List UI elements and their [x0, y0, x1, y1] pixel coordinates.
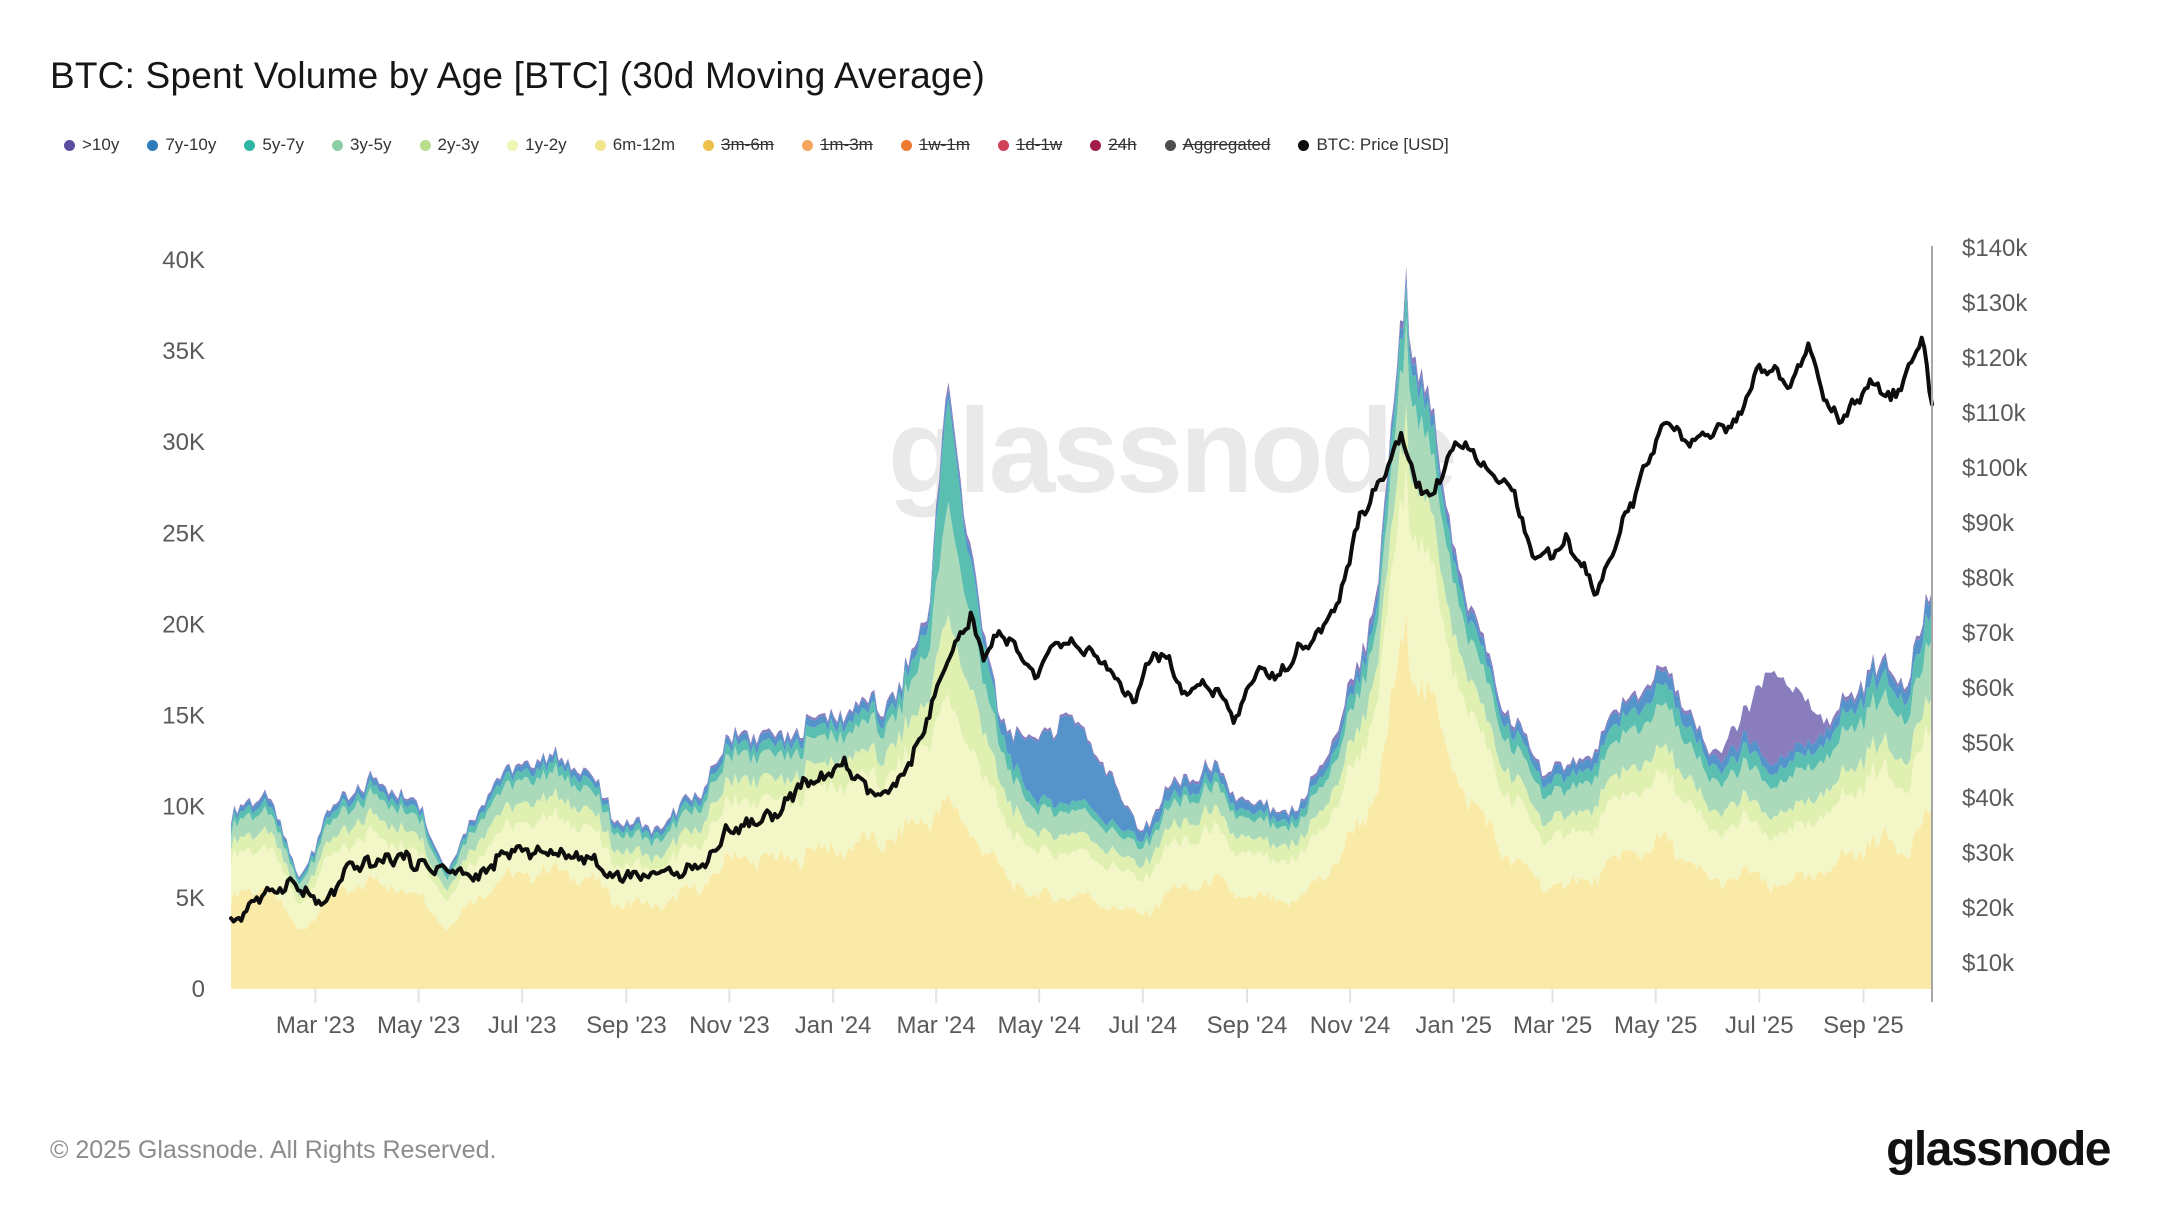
x-axis-tick-label: May '25	[1614, 1012, 1697, 1039]
legend-label: Aggregated	[1182, 135, 1271, 154]
legend-swatch-icon	[331, 139, 343, 151]
legend-label: 1w-1m	[918, 135, 970, 154]
right-axis-tick-label: $90k	[1962, 510, 2015, 537]
legend-item-24h[interactable]: 24h	[1090, 135, 1137, 155]
legend-label: 1d-1w	[1015, 135, 1063, 154]
x-axis-tick-label: May '24	[998, 1012, 1081, 1039]
legend-label: 24h	[1108, 135, 1137, 154]
legend: >10y 7y-10y 5y-7y 3y-5y 2y-3y 1y-2y 6m-12m 3m-6…	[64, 135, 1449, 155]
legend-item-7y-10y[interactable]: 7y-10y	[147, 135, 216, 155]
right-axis-tick-label: $110k	[1962, 400, 2027, 427]
watermark-text: glassnode	[888, 384, 1455, 518]
legend-label: 5y-7y	[262, 135, 304, 154]
left-axis-tick-label: 0	[192, 976, 205, 1003]
legend-label: 7y-10y	[165, 135, 217, 154]
btc-price-line	[229, 335, 1934, 924]
x-axis-tick-label: Nov '23	[689, 1012, 770, 1039]
x-axis-tick-label: Jan '24	[795, 1012, 872, 1039]
legend-label: 3y-5y	[349, 135, 392, 154]
x-axis-tick-label: Sep '23	[586, 1012, 667, 1039]
legend-swatch-icon	[1164, 139, 1176, 151]
x-axis-tick-label: Jul '24	[1108, 1012, 1177, 1039]
legend-item-2y-3y[interactable]: 2y-3y	[419, 135, 480, 155]
right-axis-labels: $10k $20k $30k $40k $50k $60k $70k $80k $90k $100…	[1962, 235, 2028, 977]
legend-item-1y-2y[interactable]: 1y-2y	[507, 135, 567, 155]
right-axis-tick-label: $60k	[1962, 675, 2015, 702]
x-axis-tick-label: Sep '24	[1207, 1012, 1288, 1039]
legend-label: 1m-3m	[819, 135, 873, 154]
legend-item-1w-1m[interactable]: 1w-1m	[900, 135, 970, 155]
legend-swatch-icon	[1090, 139, 1102, 151]
right-axis-tick-label: $20k	[1962, 895, 2015, 922]
legend-swatch-icon	[147, 139, 159, 151]
right-axis-tick-label: $120k	[1962, 345, 2028, 372]
right-axis-tick-label: $30k	[1962, 840, 2015, 867]
x-axis-tick-label: Mar '25	[1513, 1012, 1592, 1039]
area-band-6m-12m	[231, 612, 1932, 989]
left-axis-tick-label: 5K	[176, 885, 205, 912]
legend-label: >10y	[82, 135, 120, 154]
area-band-1y-2y	[231, 462, 1932, 931]
left-axis-tick-label: 35K	[162, 338, 205, 365]
x-axis-tick-label: Sep '25	[1823, 1012, 1904, 1039]
stacked-area-bands	[231, 266, 1932, 989]
left-axis-tick-label: 10K	[162, 794, 205, 821]
legend-label: 2y-3y	[437, 135, 480, 154]
legend-item-aggregated[interactable]: Aggregated	[1164, 135, 1271, 155]
legend-swatch-icon	[1298, 139, 1310, 151]
legend-item-1m-3m[interactable]: 1m-3m	[801, 135, 873, 155]
legend-swatch-icon	[594, 139, 606, 151]
legend-item-6m-12m[interactable]: 6m-12m	[594, 135, 676, 155]
legend-swatch-icon	[244, 139, 256, 151]
right-axis-tick-label: $10k	[1962, 950, 2015, 977]
glassnode-logo: glassnode	[1886, 1123, 2111, 1176]
legend-swatch-icon	[801, 139, 813, 151]
legend-item-1d-1w[interactable]: 1d-1w	[997, 135, 1063, 155]
x-axis-tick-label: Jul '25	[1725, 1012, 1794, 1039]
area-band-5y-7y	[231, 284, 1932, 885]
x-axis-tick-label: Mar '24	[896, 1012, 975, 1039]
chart-title: BTC: Spent Volume by Age [BTC] (30d Movi…	[50, 54, 986, 96]
legend-item--10y[interactable]: >10y	[64, 135, 119, 155]
legend-swatch-icon	[507, 139, 519, 151]
left-axis-tick-label: 30K	[162, 429, 205, 456]
legend-item-3y-5y[interactable]: 3y-5y	[331, 135, 392, 155]
legend-label: 6m-12m	[612, 135, 676, 154]
area-band-2y-3y	[231, 403, 1932, 906]
x-axis-labels: Mar '23 May '23 Jul '23 Sep '23 Nov '23 Jan '…	[276, 989, 1904, 1039]
left-axis-tick-label: 15K	[162, 703, 205, 730]
left-axis-tick-label: 25K	[162, 520, 205, 547]
legend-swatch-icon	[419, 139, 431, 151]
right-axis-tick-label: $100k	[1962, 455, 2028, 482]
area-band-7y-10y	[231, 273, 1932, 881]
legend-item-5y-7y[interactable]: 5y-7y	[244, 135, 304, 155]
legend-swatch-icon	[900, 139, 912, 151]
legend-label: 1y-2y	[525, 135, 567, 154]
right-axis-tick-label: $140k	[1962, 235, 2028, 262]
x-axis-tick-label: May '23	[377, 1012, 460, 1039]
legend-swatch-icon	[997, 139, 1009, 151]
legend-swatch-icon	[64, 139, 75, 151]
x-axis-tick-label: Jul '23	[488, 1012, 557, 1039]
left-axis-labels: 0 5K 10K 15K 20K 25K 30K 35K 40K	[162, 247, 205, 1003]
legend-swatch-icon	[703, 139, 715, 151]
left-axis-tick-label: 40K	[162, 247, 205, 274]
right-axis-tick-label: $50k	[1962, 730, 2015, 757]
area-band-3y-5y	[231, 317, 1932, 897]
x-axis-tick-label: Nov '24	[1310, 1012, 1391, 1039]
right-axis-tick-label: $80k	[1962, 565, 2015, 592]
right-axis-tick-label: $130k	[1962, 290, 2028, 317]
x-axis-tick-label: Jan '25	[1415, 1012, 1492, 1039]
copyright-text: © 2025 Glassnode. All Rights Reserved.	[50, 1136, 497, 1164]
left-axis-tick-label: 20K	[162, 611, 205, 638]
legend-item-btc-price-usd-[interactable]: BTC: Price [USD]	[1298, 135, 1449, 155]
legend-item-3m-6m[interactable]: 3m-6m	[703, 135, 774, 155]
right-axis-tick-label: $70k	[1962, 620, 2015, 647]
x-axis-tick-label: Mar '23	[276, 1012, 355, 1039]
right-axis-tick-label: $40k	[1962, 785, 2015, 812]
legend-label: BTC: Price [USD]	[1316, 135, 1449, 154]
legend-label: 3m-6m	[721, 135, 774, 154]
